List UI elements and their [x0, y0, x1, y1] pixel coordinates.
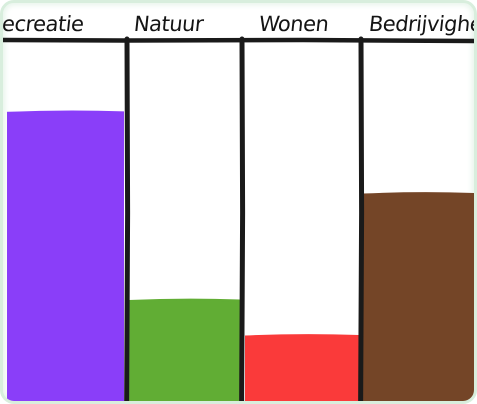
plot-top-border — [3, 37, 474, 44]
bar-natuur — [129, 300, 240, 401]
bar-top-edge-recreatie — [6, 110, 125, 114]
column-divider-3 — [358, 36, 365, 401]
bar-top-edge-natuur — [128, 298, 241, 303]
column-divider-1 — [124, 36, 131, 401]
column-divider-2 — [239, 36, 246, 401]
bar-recreatie — [7, 111, 124, 401]
bar-top-edge-bedrijvigheid — [362, 192, 474, 196]
bar-chart — [3, 36, 474, 401]
bar-bedrijvigheid — [363, 193, 474, 401]
bar-top-edge-wonen — [244, 334, 360, 338]
bar-wonen — [245, 335, 359, 401]
